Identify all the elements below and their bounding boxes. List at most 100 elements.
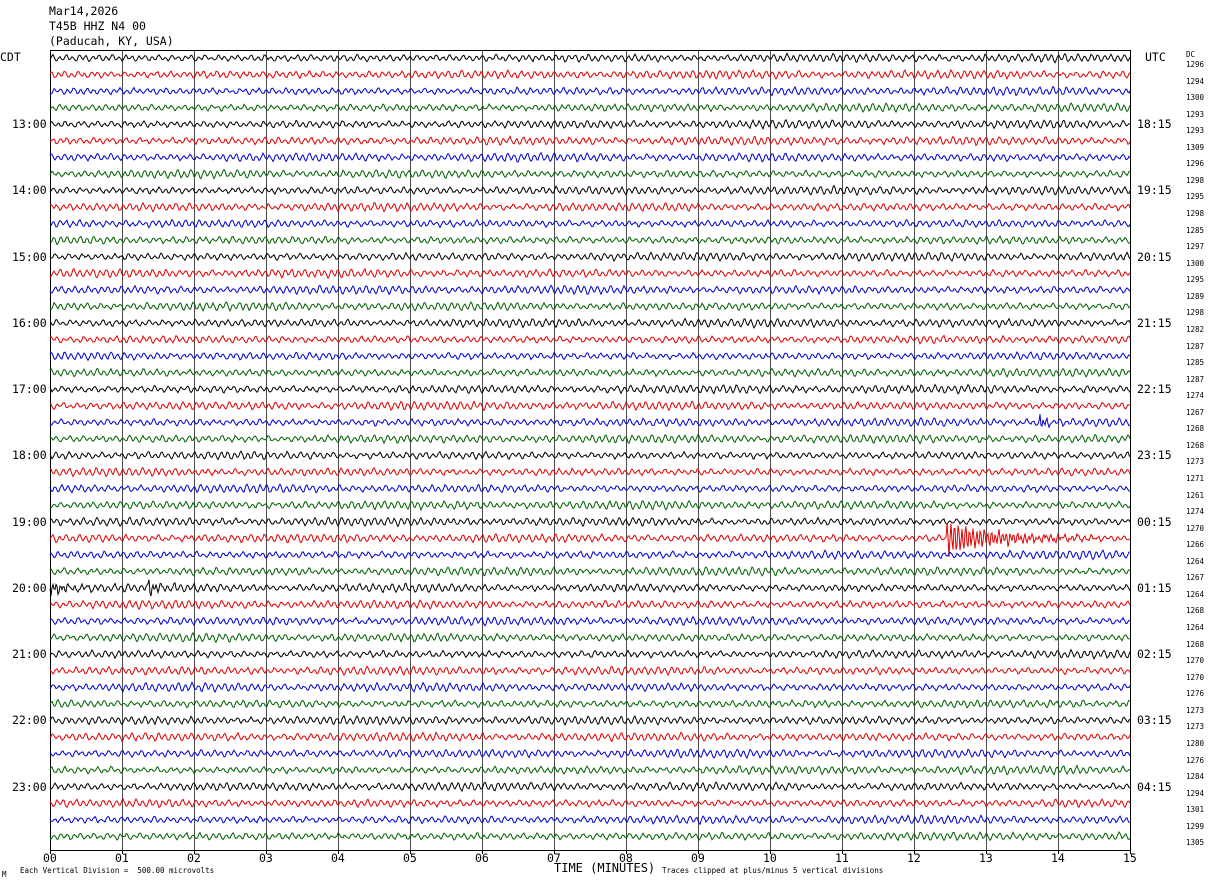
x-tick-label: 06 <box>475 851 489 865</box>
trace-row-6 <box>49 151 1131 163</box>
x-tick-label: 08 <box>619 851 633 865</box>
trace-row-9 <box>49 201 1131 213</box>
trace-row-39 <box>49 698 1131 709</box>
right-hour-label: 21:15 <box>1137 315 1172 330</box>
right-hour-label: 23:15 <box>1137 448 1172 463</box>
dc-offset-label: 1264 <box>1186 623 1205 633</box>
dc-header: DC <box>1186 50 1196 59</box>
dc-offset-label: 1287 <box>1186 374 1205 384</box>
trace-row-11 <box>49 234 1131 246</box>
trace-row-43 <box>49 764 1131 776</box>
trace-row-36 <box>49 648 1131 660</box>
dc-offset-label: 1261 <box>1186 490 1205 500</box>
trace-row-23 <box>49 433 1131 445</box>
trace-row-15 <box>49 301 1131 313</box>
dc-offset-label: 1298 <box>1186 308 1205 318</box>
trace-row-21 <box>49 400 1131 412</box>
dc-offset-label: 1294 <box>1186 788 1205 798</box>
trace-row-42 <box>49 748 1131 759</box>
dc-offset-label: 1305 <box>1186 838 1205 848</box>
x-tick-label: 12 <box>907 851 921 865</box>
dc-offset-label: 1276 <box>1186 755 1205 765</box>
left-timezone-label: CDT <box>0 50 21 64</box>
left-hour-label: 13:00 <box>12 117 47 132</box>
right-hour-label: 02:15 <box>1137 647 1172 662</box>
header-location: (Paducah, KY, USA) <box>49 34 174 48</box>
trace-row-26 <box>49 483 1131 494</box>
right-hour-label: 00:15 <box>1137 514 1172 529</box>
x-axis-title: TIME (MINUTES) <box>554 861 656 875</box>
left-hour-label: 21:00 <box>12 647 47 662</box>
left-hour-label: 20:00 <box>12 580 47 595</box>
trace-row-1 <box>49 68 1131 81</box>
dc-offset-label: 1266 <box>1186 540 1205 550</box>
dc-offset-label: 1273 <box>1186 457 1205 467</box>
dc-offset-label: 1267 <box>1186 573 1205 583</box>
trace-row-16 <box>49 317 1131 329</box>
trace-row-47 <box>49 830 1131 842</box>
x-tick-label: 05 <box>403 851 417 865</box>
dc-offset-label: 1298 <box>1186 209 1205 219</box>
dc-offset-label: 1264 <box>1186 589 1205 599</box>
trace-row-18 <box>49 350 1131 362</box>
trace-row-2 <box>49 85 1131 97</box>
x-tick-label: 13 <box>979 851 993 865</box>
x-tick-label: 07 <box>547 851 561 865</box>
x-tick-label: 15 <box>1123 851 1137 865</box>
header-station: T45B HHZ N4 00 <box>49 19 146 33</box>
x-tick-label: 14 <box>1051 851 1065 865</box>
trace-row-24 <box>49 450 1131 461</box>
dc-offset-label: 1268 <box>1186 639 1205 649</box>
right-hour-label: 01:15 <box>1137 580 1172 595</box>
trace-row-34 <box>49 615 1131 627</box>
trace-row-30 <box>49 549 1131 561</box>
trace-row-44 <box>49 781 1131 793</box>
dc-offset-label: 1285 <box>1186 358 1205 368</box>
dc-offset-label: 1268 <box>1186 424 1205 434</box>
x-tick-label: 09 <box>691 851 705 865</box>
trace-row-28 <box>49 516 1131 528</box>
trace-row-40 <box>49 714 1131 726</box>
x-tick-label: 00 <box>43 851 57 865</box>
right-hour-label: 20:15 <box>1137 249 1172 264</box>
dc-offset-label: 1268 <box>1186 606 1205 616</box>
left-hour-label: 23:00 <box>12 779 47 794</box>
header-date: Mar14,2026 <box>49 4 119 18</box>
trace-row-20 <box>49 383 1131 395</box>
dc-offset-label: 1271 <box>1186 474 1205 483</box>
x-tick-label: 01 <box>115 851 129 865</box>
dc-offset-label: 1264 <box>1186 556 1205 566</box>
trace-row-45 <box>49 797 1131 809</box>
footer-mark: M <box>2 870 7 879</box>
trace-row-32 <box>49 579 1131 597</box>
footer-scale: Each Vertical Division = 500.00 microvol… <box>20 866 215 875</box>
dc-offset-label: 1300 <box>1186 258 1205 268</box>
dc-offset-label: 1296 <box>1186 60 1205 69</box>
trace-row-4 <box>49 118 1131 131</box>
x-tick-label: 03 <box>259 851 273 865</box>
dc-offset-label: 1274 <box>1186 391 1205 401</box>
plot-grid <box>50 50 1131 854</box>
dc-offset-label: 1270 <box>1186 523 1205 533</box>
right-timezone-label: UTC <box>1145 50 1166 64</box>
dc-offset-label: 1295 <box>1186 192 1205 202</box>
dc-offset-label: 1273 <box>1186 705 1205 715</box>
dc-offset-label: 1296 <box>1186 159 1205 169</box>
trace-row-19 <box>49 367 1131 378</box>
dc-offset-label: 1289 <box>1186 291 1205 301</box>
dc-offset-label: 1294 <box>1186 76 1205 86</box>
dc-offset-label: 1268 <box>1186 440 1205 450</box>
right-hour-label: 18:15 <box>1137 117 1172 132</box>
trace-row-41 <box>49 731 1131 743</box>
dc-offset-label: 1300 <box>1186 93 1205 103</box>
right-hour-label: 03:15 <box>1137 713 1172 728</box>
trace-row-10 <box>49 218 1131 229</box>
x-tick-label: 04 <box>331 851 345 865</box>
dc-offset-label: 1276 <box>1186 689 1205 699</box>
trace-row-37 <box>49 665 1131 677</box>
left-hour-label: 18:00 <box>12 448 47 463</box>
trace-row-29 <box>49 523 1131 557</box>
dc-offset-label: 1274 <box>1186 507 1205 517</box>
dc-offset-label: 1273 <box>1186 722 1205 732</box>
